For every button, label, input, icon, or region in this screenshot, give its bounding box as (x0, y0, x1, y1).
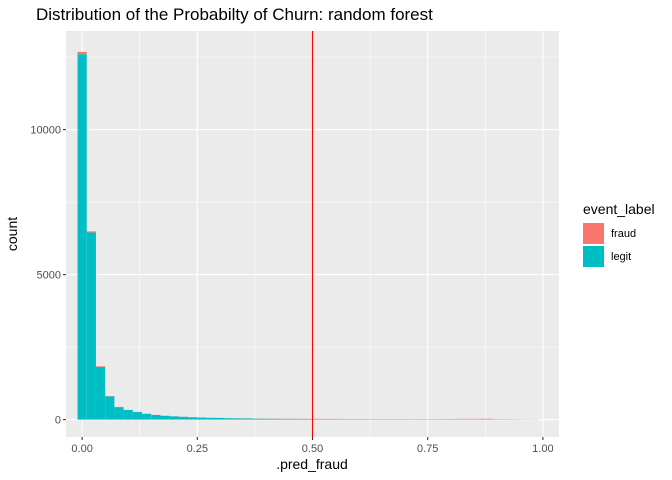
x-tick-label: 0.50 (302, 443, 323, 455)
bar-legit (86, 232, 96, 420)
y-tick-label: 10000 (30, 125, 61, 137)
bar-legit (188, 417, 198, 420)
x-axis-ticks: 0.00 0.25 0.50 0.75 1.00 (71, 437, 554, 455)
bar-fraud (455, 418, 465, 420)
chart-title: Distribution of the Probabilty of Churn:… (36, 5, 433, 24)
bar-fraud (86, 231, 96, 233)
bar-fraud (473, 418, 483, 420)
bar-legit (234, 418, 244, 420)
bar-legit (105, 396, 115, 420)
bar-legit (197, 417, 207, 420)
y-tick-label: 5000 (37, 270, 61, 282)
x-axis-label: .pred_fraud (276, 456, 348, 472)
bar-legit (77, 54, 87, 420)
bar-legit (123, 410, 133, 420)
bar-legit (252, 418, 262, 420)
bar-legit (132, 412, 143, 420)
bar-legit (261, 418, 272, 420)
x-tick-label: 0.75 (417, 443, 438, 455)
legend-label-fraud: fraud (611, 228, 636, 240)
bar-legit (317, 419, 327, 420)
bar-legit (215, 418, 225, 420)
bar-legit (169, 416, 179, 420)
bar-fraud (77, 51, 87, 55)
legend-key-fraud (583, 223, 604, 244)
y-axis-label: count (4, 217, 20, 251)
bar-legit (142, 413, 152, 420)
x-tick-label: 1.00 (532, 443, 553, 455)
histogram-bars (77, 51, 539, 420)
x-tick-label: 0.25 (187, 443, 208, 455)
bar-legit (151, 414, 161, 420)
bar-legit (298, 418, 308, 420)
x-tick-label: 0.00 (71, 443, 92, 455)
bar-legit (271, 418, 281, 420)
legend-key-legit (583, 246, 604, 267)
bar-legit (114, 407, 124, 420)
bar-legit (178, 416, 189, 420)
bar-legit (243, 418, 253, 420)
bar-legit (326, 419, 336, 420)
bar-legit (95, 366, 106, 420)
y-axis-ticks: 0 5000 10000 (30, 125, 66, 427)
bar-fraud (95, 366, 106, 367)
bar-legit (224, 418, 235, 420)
legend-title: event_label (583, 201, 655, 217)
bar-legit (280, 418, 290, 420)
bar-legit (160, 415, 170, 420)
legend: event_label fraud legit (583, 201, 655, 267)
y-tick-label: 0 (55, 415, 61, 427)
bar-fraud (482, 418, 493, 420)
legend-label-legit: legit (611, 251, 631, 263)
bar-fraud (464, 418, 474, 420)
bar-legit (206, 417, 216, 420)
bar-legit (289, 418, 299, 420)
